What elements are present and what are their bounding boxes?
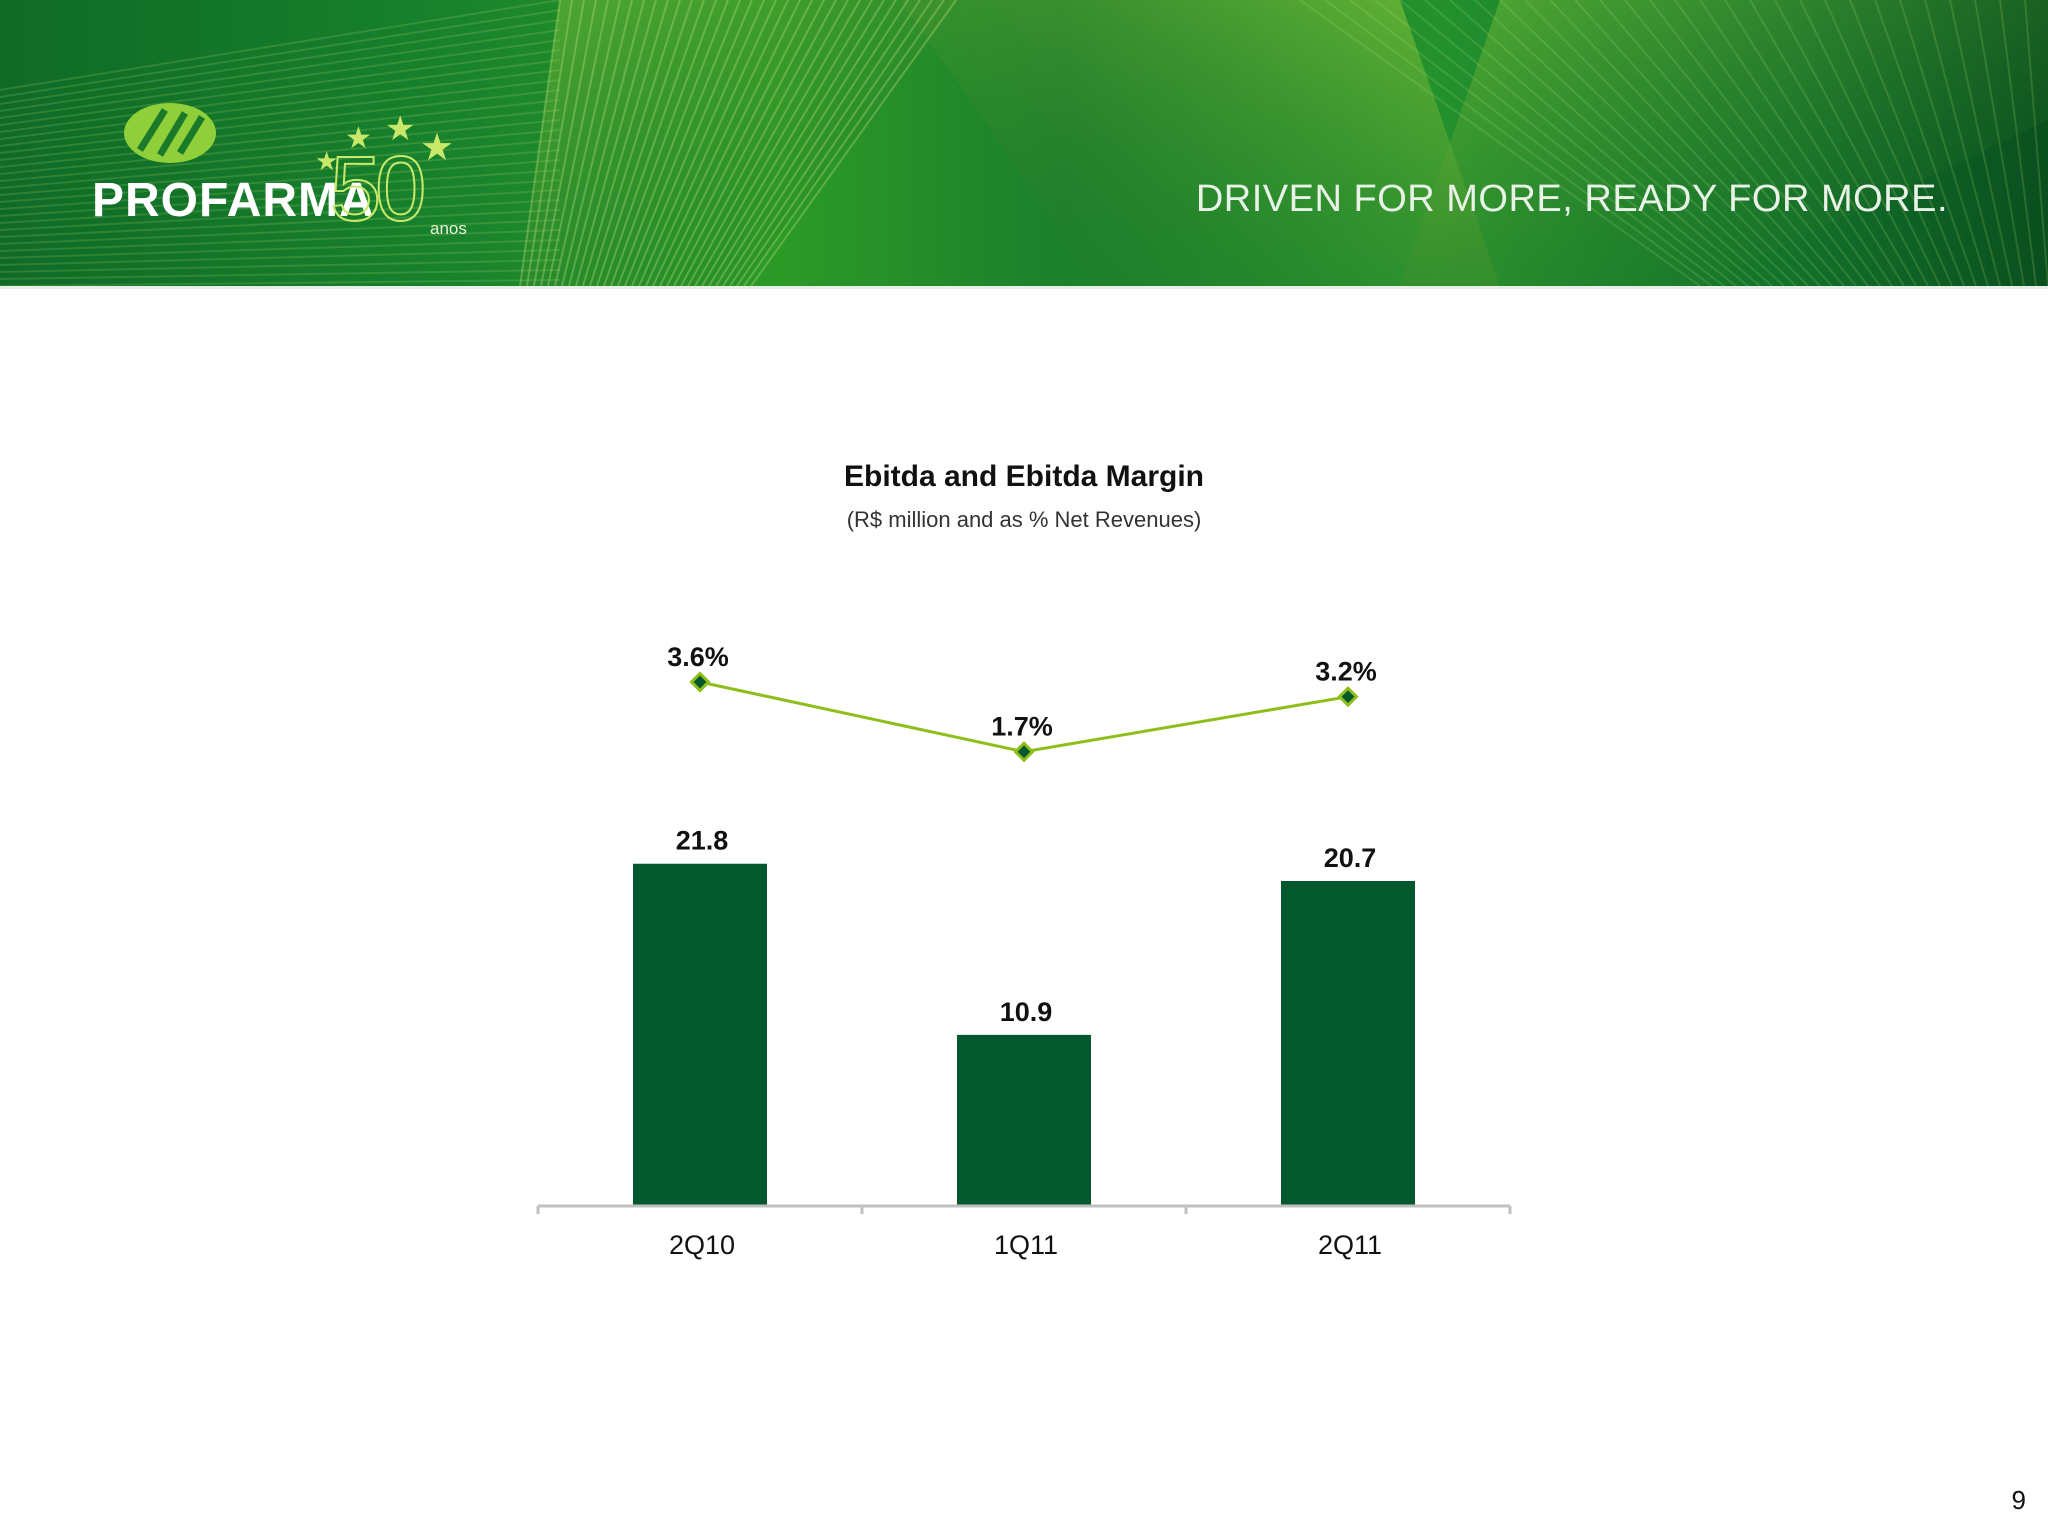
profarma-logo: ★ ★ ★ ★ PROFARMA 50 anos — [90, 95, 490, 255]
bar-1Q11 — [957, 1034, 1091, 1206]
margin-value-label: 3.2% — [1315, 657, 1377, 687]
category-label: 2Q11 — [1318, 1230, 1382, 1260]
leaf-logo-icon — [124, 103, 216, 163]
bar-value-label: 10.9 — [1000, 997, 1053, 1027]
margin-point-2Q11 — [1337, 686, 1359, 708]
bar-value-label: 20.7 — [1324, 843, 1377, 873]
logo-wordmark: PROFARMA — [92, 174, 375, 227]
chart-title: Ebitda and Ebitda Margin — [843, 460, 1204, 493]
header-banner: ★ ★ ★ ★ PROFARMA 50 anos DRIVEN FOR MORE… — [0, 0, 2048, 289]
logo-anniversary-word: anos — [430, 219, 467, 238]
bar-2Q10 — [633, 863, 767, 1206]
svg-text:★: ★ — [420, 127, 454, 169]
chart-subtitle: (R$ million and as % Net Revenues) — [846, 507, 1202, 532]
margin-value-label: 1.7% — [991, 712, 1053, 742]
banner-pattern — [0, 0, 2048, 286]
logo-anniversary-number: 50 — [329, 138, 427, 240]
svg-text:★: ★ — [385, 110, 415, 148]
margin-point-2Q10 — [689, 671, 711, 693]
svg-text:★: ★ — [315, 146, 338, 176]
slogan: DRIVEN FOR MORE, READY FOR MORE. — [1195, 178, 1948, 220]
bar-value-label: 21.8 — [676, 826, 729, 856]
margin-point-1Q11 — [1013, 741, 1035, 763]
category-label: 2Q10 — [669, 1230, 735, 1260]
page-number: 9 — [2011, 1485, 2026, 1515]
category-label: 1Q11 — [994, 1230, 1058, 1260]
stars-icon: ★ ★ ★ ★ — [315, 110, 454, 176]
margin-value-label: 3.6% — [667, 642, 729, 672]
svg-text:★: ★ — [345, 122, 372, 155]
bar-2Q11 — [1281, 881, 1415, 1206]
